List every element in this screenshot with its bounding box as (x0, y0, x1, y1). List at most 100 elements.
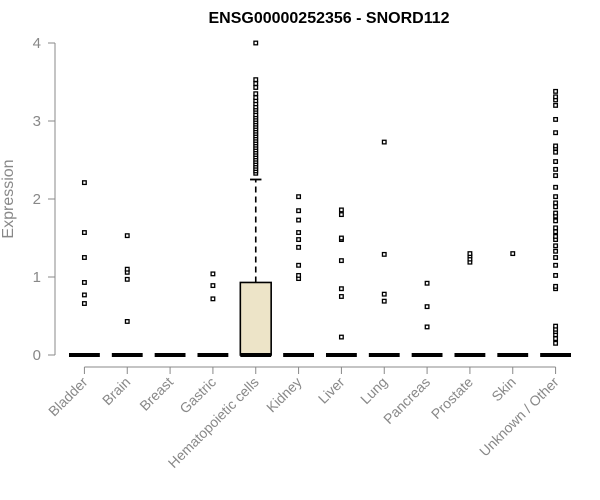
outlier-point (124, 233, 130, 239)
outlier-point (338, 258, 344, 264)
box-group (239, 40, 272, 357)
x-tick-label: Gastric (176, 374, 219, 417)
outlier-point (81, 301, 87, 306)
outlier-point (296, 272, 302, 278)
outlier-point (381, 291, 387, 297)
outlier-point (81, 255, 87, 260)
outlier-point (81, 280, 87, 285)
outlier-point (467, 251, 473, 257)
x-tick-label: Kidney (263, 374, 305, 416)
outlier-point (553, 173, 559, 179)
box-group (68, 180, 100, 357)
outlier-point (210, 283, 216, 289)
outlier-point (553, 262, 559, 268)
outlier-point (553, 218, 559, 224)
y-tick-label: 4 (33, 35, 41, 52)
box-group (454, 251, 486, 357)
outlier-point (338, 286, 344, 292)
outlier-point (381, 298, 387, 304)
outlier-point (338, 207, 344, 213)
outlier-point (553, 116, 559, 122)
outlier-point (253, 81, 259, 87)
outlier-point (553, 248, 559, 254)
outlier-point (81, 230, 87, 235)
outlier-point (553, 88, 559, 94)
y-tick-label: 0 (33, 347, 41, 364)
outlier-point (296, 230, 302, 235)
x-tick-label: Bladder (45, 374, 91, 420)
x-tick-label: Prostate (428, 374, 476, 422)
outlier-point (553, 166, 559, 172)
x-tick-label: Lung (357, 374, 390, 407)
outlier-point (296, 194, 302, 200)
outlier-point (553, 336, 559, 342)
x-tick-label: Unknown / Other (476, 374, 562, 460)
outlier-point (553, 233, 559, 239)
boxes-group (68, 40, 572, 357)
box-group (497, 251, 529, 357)
outlier-point (296, 208, 302, 214)
outlier-point (553, 340, 559, 346)
outlier-point (338, 334, 344, 340)
outlier-point (338, 212, 344, 218)
outlier-point (553, 229, 559, 235)
outlier-point (210, 271, 216, 277)
outlier-point (553, 323, 559, 329)
outlier-point (553, 204, 559, 210)
y-tick-label: 2 (33, 191, 41, 208)
outlier-point (424, 324, 430, 330)
outlier-point (253, 95, 259, 101)
box-group (540, 88, 572, 357)
outlier-point (510, 251, 516, 257)
box-group (197, 271, 229, 357)
y-axis-label: Expression (0, 159, 17, 238)
outlier-point (81, 180, 87, 186)
outlier-point (253, 77, 259, 83)
box-group (283, 194, 315, 357)
outlier-point (553, 149, 559, 155)
x-tick-label: Skin (488, 374, 519, 405)
outlier-point (210, 296, 216, 302)
x-tick-label: Breast (136, 374, 176, 414)
outlier-point (81, 292, 87, 298)
outlier-point (553, 200, 559, 206)
outlier-point (124, 276, 130, 282)
y-tick-label: 1 (33, 269, 41, 286)
outlier-point (381, 139, 387, 145)
outlier-point (553, 130, 559, 136)
outlier-point (381, 251, 387, 257)
y-tick-label: 3 (33, 113, 41, 130)
outlier-point (553, 283, 559, 289)
box-group (325, 207, 357, 357)
outlier-point (553, 243, 559, 249)
outlier-point (338, 294, 344, 299)
box-group (368, 139, 400, 357)
outlier-point (424, 304, 430, 310)
chart-title: ENSG00000252356 - SNORD112 (208, 10, 449, 27)
outlier-point (253, 40, 259, 46)
outlier-point (253, 91, 259, 97)
outlier-point (553, 184, 559, 190)
outlier-point (553, 272, 559, 278)
x-tick-label: Brain (99, 374, 133, 408)
outlier-point (338, 235, 344, 241)
outlier-point (553, 225, 559, 231)
box (239, 281, 272, 356)
outlier-point (553, 94, 559, 100)
outlier-point (296, 244, 302, 250)
x-tick-label: Pancreas (380, 374, 433, 427)
x-tick-label: Liver (315, 374, 348, 407)
outlier-point (296, 237, 302, 243)
outlier-point (553, 159, 559, 165)
outlier-point (253, 85, 259, 90)
outlier-point (553, 210, 559, 216)
outlier-point (124, 266, 130, 272)
outlier-point (296, 262, 302, 268)
outlier-point (553, 143, 559, 149)
box-group (111, 233, 143, 357)
outlier-point (553, 194, 559, 200)
outlier-point (553, 255, 559, 260)
outlier-point (553, 102, 559, 108)
